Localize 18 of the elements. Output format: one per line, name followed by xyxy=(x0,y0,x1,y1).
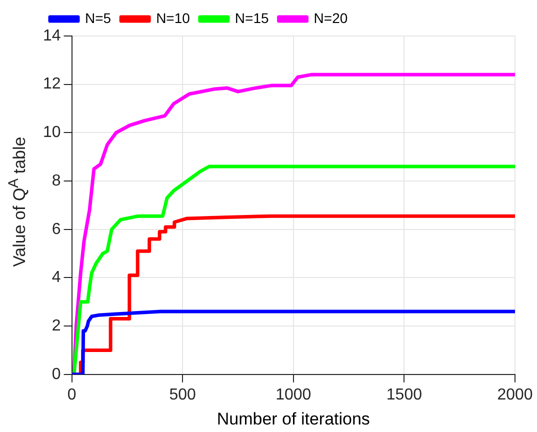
y-tick-label: 10 xyxy=(43,124,61,142)
x-tick-label: 1500 xyxy=(386,386,422,404)
legend-label: N=10 xyxy=(156,10,190,26)
y-tick-label: 14 xyxy=(43,27,61,44)
legend-label: N=20 xyxy=(314,10,348,26)
y-tick-label: 8 xyxy=(52,172,61,190)
y-tick-label: 4 xyxy=(52,269,61,286)
y-tick-label: 12 xyxy=(43,76,61,93)
y-tick-label: 6 xyxy=(52,220,61,238)
x-axis-title: Number of iterations xyxy=(216,409,370,428)
y-tick-label: 0 xyxy=(52,366,61,383)
x-tick-label: 0 xyxy=(67,386,76,404)
x-tick-label: 500 xyxy=(169,386,196,404)
x-tick-label: 2000 xyxy=(497,386,533,404)
legend-label: N=15 xyxy=(234,10,270,26)
x-tick-label: 1000 xyxy=(276,386,312,404)
y-tick-label: 2 xyxy=(52,317,61,334)
legend-label: N=5 xyxy=(85,10,112,26)
